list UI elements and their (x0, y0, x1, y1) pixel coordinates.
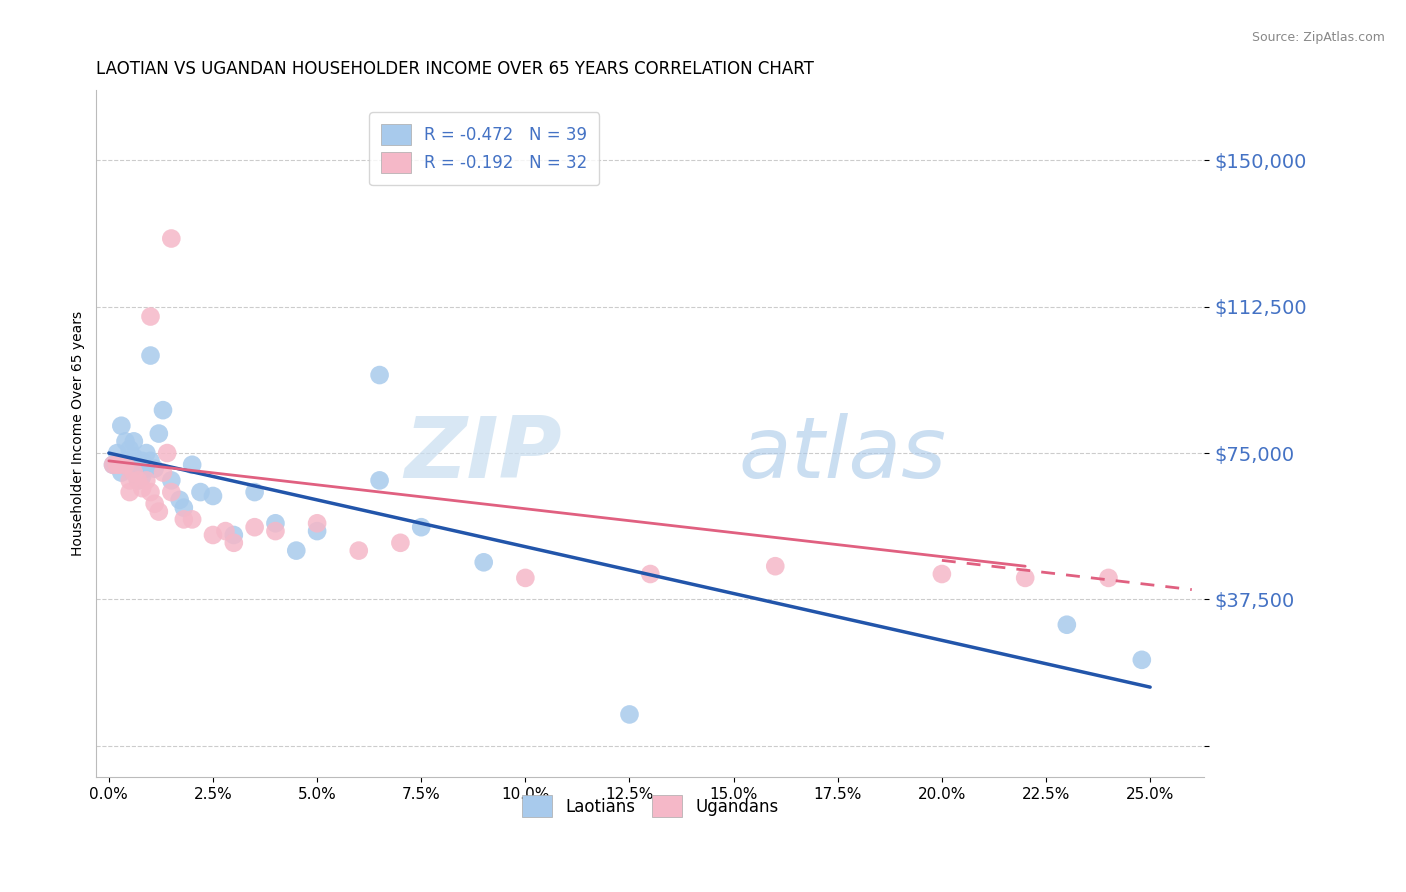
Y-axis label: Householder Income Over 65 years: Householder Income Over 65 years (72, 311, 86, 556)
Point (101, 458, 124, 472)
Point (307, 524, 329, 538)
Point (131, 469, 153, 483)
Point (181, 458, 204, 472)
Point (763, 559, 786, 574)
Point (122, 466, 145, 480)
Point (118, 485, 141, 500)
Point (619, 707, 641, 722)
Text: atlas: atlas (740, 413, 948, 496)
Point (139, 485, 162, 500)
Point (127, 461, 149, 475)
Point (139, 454, 162, 468)
Point (105, 458, 128, 472)
Point (143, 497, 166, 511)
Point (122, 450, 145, 464)
Point (131, 481, 153, 495)
Point (160, 485, 183, 500)
Point (243, 520, 266, 534)
Point (472, 555, 495, 569)
Legend: Laotians, Ugandans: Laotians, Ugandans (516, 789, 786, 823)
Point (118, 442, 141, 457)
Point (135, 461, 157, 475)
Point (222, 536, 245, 550)
Point (118, 458, 141, 472)
Text: LAOTIAN VS UGANDAN HOUSEHOLDER INCOME OVER 65 YEARS CORRELATION CHART: LAOTIAN VS UGANDAN HOUSEHOLDER INCOME OV… (97, 60, 814, 78)
Point (515, 571, 537, 585)
Point (110, 466, 132, 480)
Point (173, 512, 195, 526)
Point (114, 458, 136, 472)
Point (143, 461, 166, 475)
Point (148, 426, 170, 441)
Text: ZIP: ZIP (404, 413, 561, 496)
Point (368, 368, 391, 382)
Point (389, 536, 412, 550)
Point (1097, 571, 1119, 585)
Point (160, 474, 183, 488)
Point (1056, 617, 1078, 632)
Point (127, 474, 149, 488)
Point (307, 516, 329, 531)
Point (285, 543, 308, 558)
Point (160, 231, 183, 245)
Point (190, 485, 212, 500)
Point (368, 474, 391, 488)
Point (114, 434, 136, 449)
Point (201, 528, 224, 542)
Text: Source: ZipAtlas.com: Source: ZipAtlas.com (1251, 31, 1385, 45)
Point (152, 403, 174, 417)
Point (222, 528, 245, 542)
Point (148, 505, 170, 519)
Point (101, 458, 124, 472)
Point (264, 516, 287, 531)
Point (105, 446, 128, 460)
Point (118, 474, 141, 488)
Point (173, 500, 195, 515)
Point (411, 520, 433, 534)
Point (931, 567, 953, 582)
Point (1130, 653, 1153, 667)
Point (110, 458, 132, 472)
Point (243, 485, 266, 500)
Point (201, 489, 224, 503)
Point (127, 474, 149, 488)
Point (139, 349, 162, 363)
Point (640, 567, 662, 582)
Point (1014, 571, 1036, 585)
Point (264, 524, 287, 538)
Point (181, 512, 204, 526)
Point (169, 492, 191, 507)
Point (114, 454, 136, 468)
Point (135, 474, 157, 488)
Point (135, 446, 157, 460)
Point (156, 446, 179, 460)
Point (214, 524, 236, 538)
Point (152, 466, 174, 480)
Point (110, 418, 132, 433)
Point (139, 310, 162, 324)
Point (122, 434, 145, 449)
Point (131, 454, 153, 468)
Point (347, 543, 370, 558)
